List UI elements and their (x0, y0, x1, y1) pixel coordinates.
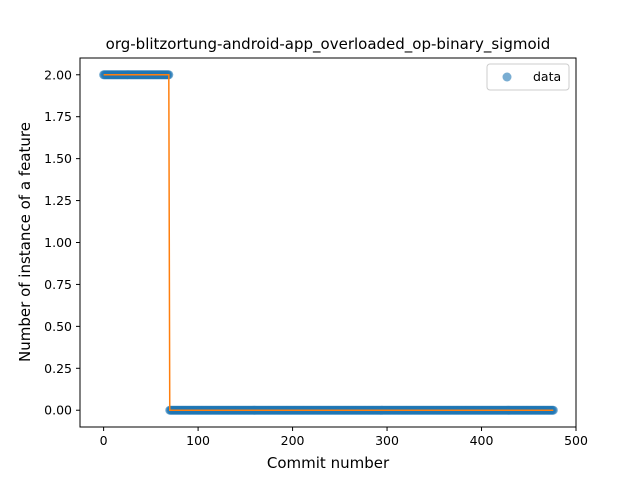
x-tick-label: 100 (186, 433, 210, 448)
legend-box (486, 63, 570, 91)
x-tick-label: 200 (281, 433, 305, 448)
x-tick-label: 400 (470, 433, 494, 448)
x-axis-title: Commit number (267, 454, 390, 472)
y-tick-label: 0.50 (44, 319, 72, 334)
y-tick-label: 0.00 (44, 403, 72, 418)
x-tick-label: 0 (100, 433, 108, 448)
data-layer (99, 70, 558, 415)
y-tick-label: 1.00 (44, 235, 72, 250)
plot-frame (79, 57, 577, 428)
x-tick-label: 300 (375, 433, 399, 448)
y-tick-label: 0.25 (44, 361, 72, 376)
y-axis-title: Number of instance of a feature (16, 122, 34, 362)
series-fit-line (103, 74, 554, 411)
y-tick-label: 0.75 (44, 277, 72, 292)
legend-marker-data (502, 72, 512, 82)
legend-label-data: data (533, 69, 561, 84)
series-data-points (99, 70, 558, 415)
y-tick-label: 2.00 (44, 67, 72, 82)
x-axis: 0 100 200 300 400 500 (100, 427, 588, 448)
y-tick-label: 1.75 (44, 109, 72, 124)
chart-title: org-blitzortung-android-app_overloaded_o… (106, 35, 551, 54)
legend: data (486, 63, 570, 91)
y-tick-label: 1.25 (44, 193, 72, 208)
y-axis: 0.00 0.25 0.50 0.75 1.00 1.25 1.50 1.75 2.00 (44, 67, 80, 418)
x-tick-label: 500 (564, 433, 588, 448)
y-tick-label: 1.50 (44, 151, 72, 166)
